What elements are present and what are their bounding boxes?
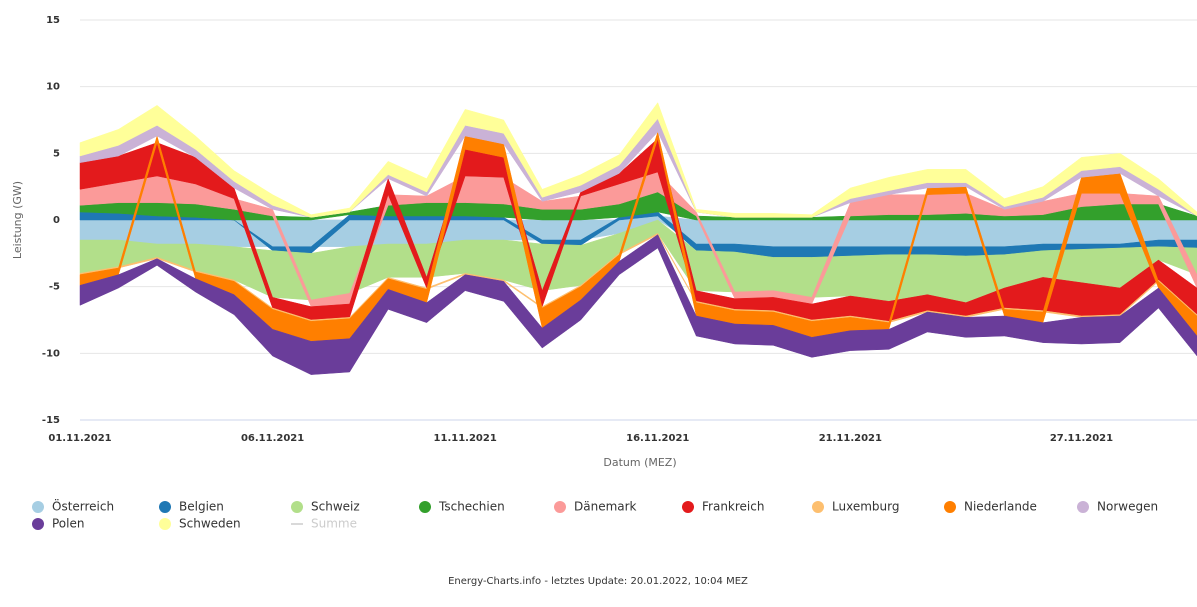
x-tick-label: 01.11.2021 bbox=[48, 433, 111, 444]
legend-marker bbox=[554, 501, 566, 513]
legend-label: Österreich bbox=[52, 498, 114, 514]
legend-label: Tschechien bbox=[438, 500, 505, 514]
legend-label: Luxemburg bbox=[832, 500, 899, 514]
legend-label: Schweden bbox=[179, 517, 241, 531]
x-tick-label: 16.11.2021 bbox=[626, 433, 689, 444]
y-tick-label: 0 bbox=[53, 215, 60, 226]
legend-label: Niederlande bbox=[964, 500, 1037, 514]
legend-marker bbox=[159, 518, 171, 530]
x-tick-label: 06.11.2021 bbox=[241, 433, 304, 444]
y-tick-label: 15 bbox=[46, 15, 60, 26]
legend-label: Schweiz bbox=[311, 500, 360, 514]
legend-label: Dänemark bbox=[574, 500, 637, 514]
y-tick-label: 5 bbox=[53, 148, 60, 159]
area bbox=[79, 234, 1197, 375]
legend-label: Summe bbox=[311, 517, 357, 531]
legend-marker bbox=[32, 501, 44, 513]
legend-marker bbox=[944, 501, 956, 513]
legend-marker bbox=[291, 501, 303, 513]
y-tick-label: -10 bbox=[42, 348, 60, 359]
legend-marker bbox=[812, 501, 824, 513]
legend-label: Polen bbox=[52, 517, 84, 531]
footer: Energy-Charts.info - letztes Update: 20.… bbox=[448, 576, 748, 587]
y-tick-label: 10 bbox=[46, 82, 60, 93]
legend-marker bbox=[682, 501, 694, 513]
legend-label: Belgien bbox=[179, 500, 224, 514]
y-axis-title: Leistung (GW) bbox=[11, 181, 24, 259]
legend-label: Norwegen bbox=[1097, 500, 1158, 514]
areas bbox=[79, 102, 1197, 375]
x-tick-label: 21.11.2021 bbox=[819, 433, 882, 444]
legend-marker bbox=[419, 501, 431, 513]
x-tick-label: 11.11.2021 bbox=[434, 433, 497, 444]
y-tick-label: -15 bbox=[42, 415, 60, 426]
y-tick-label: -5 bbox=[49, 282, 60, 293]
area bbox=[79, 102, 1197, 218]
legend-marker bbox=[32, 518, 44, 530]
legend-marker bbox=[1077, 501, 1089, 513]
legend-marker bbox=[159, 501, 171, 513]
x-tick-label: 27.11.2021 bbox=[1050, 433, 1113, 444]
x-axis-title: Datum (MEZ) bbox=[603, 456, 676, 469]
legend-label: Frankreich bbox=[702, 500, 764, 514]
